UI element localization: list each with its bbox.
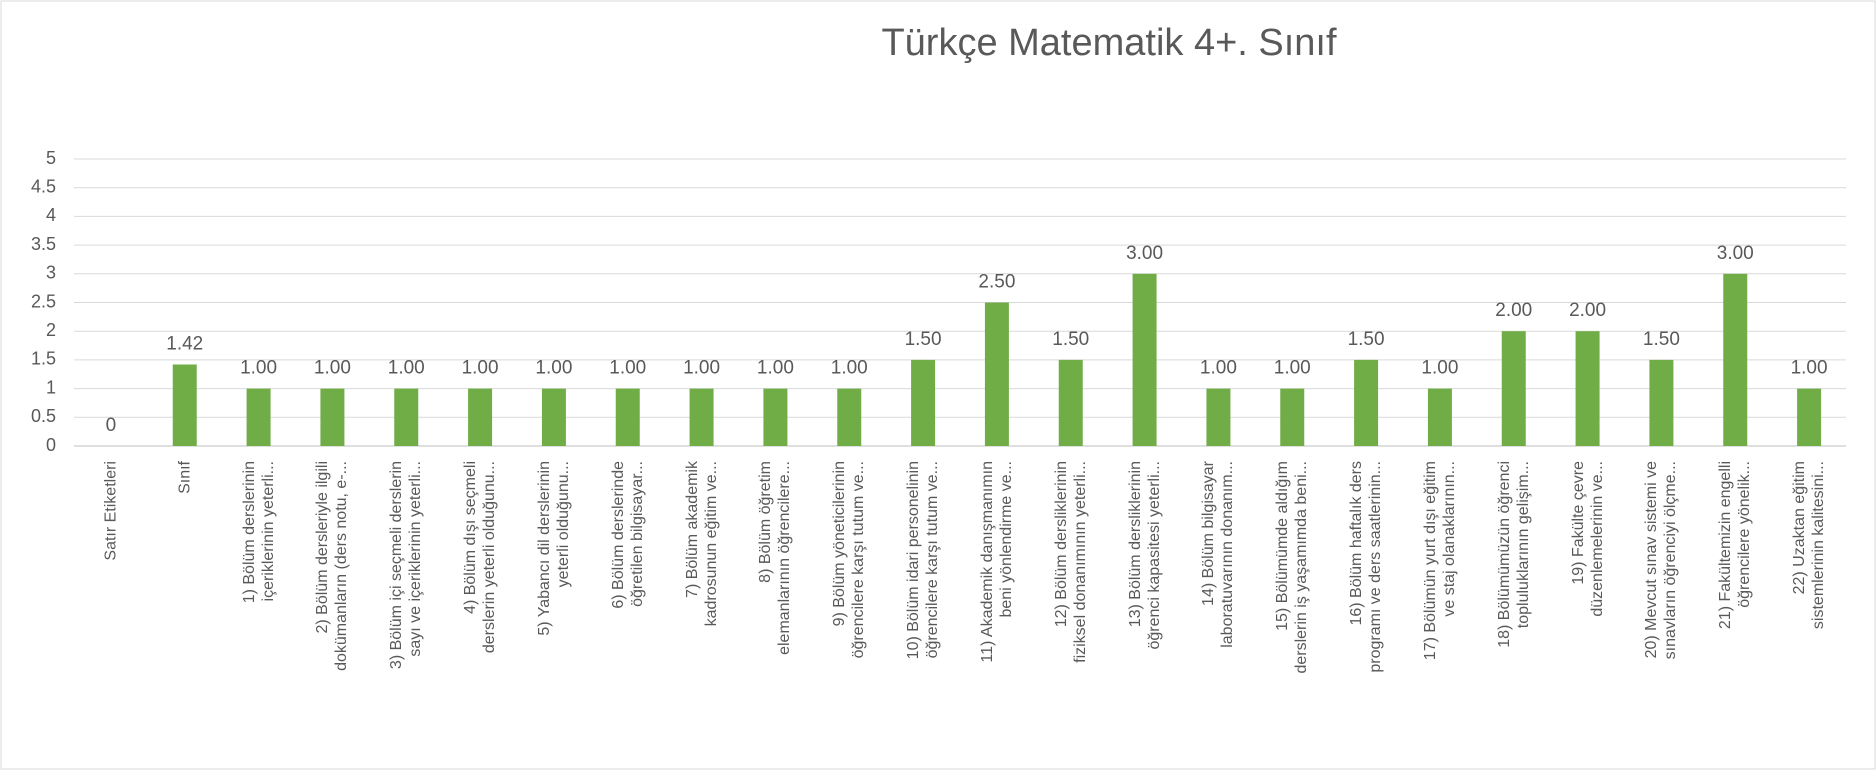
x-tick-label: 8) Bölüm öğretim elemanlarının öğrencile… [757,461,794,655]
x-tick-label: 6) Bölüm derslerinde öğretilen bilgisaya… [609,461,646,609]
x-tick-label: 3) Bölüm içi seçmeli derslerin sayı ve i… [388,461,425,670]
value-label: 1.00 [757,358,794,379]
x-tick-label: 19) Fakülte çevre düzenlemelerinin ve... [1569,461,1606,617]
x-tick-label: Sınıf [176,461,194,494]
chart-title: Türkçe Matematik 4+. Sınıf [881,22,1337,64]
bar [689,388,714,446]
bar [1501,331,1526,446]
value-label: 3.00 [1126,243,1163,264]
bar [1723,273,1748,446]
x-tick-label: 4) Bölüm dışı seçmeli derslerin yeterli … [462,461,499,654]
value-label: 1.00 [683,358,720,379]
y-tick-label: 0.5 [31,406,56,426]
value-label: 1.00 [462,358,499,379]
x-tick-label: 7) Bölüm akademik kadrosunun eğitim ve..… [683,461,720,627]
value-label: 1.50 [1643,329,1680,350]
x-tick-label: 13) Bölüm dersliklerinin öğrenci kapasit… [1126,461,1163,650]
x-tick-label: 15) Bölümümde aldığım derslerin iş yaşam… [1274,461,1311,674]
value-label: 1.00 [388,358,425,379]
value-label: 1.50 [1052,329,1089,350]
bar [984,302,1009,446]
value-label: 1.00 [1791,358,1828,379]
bar [320,388,345,446]
bar [1206,388,1231,446]
bar [1354,359,1379,446]
value-label: 1.00 [314,358,351,379]
bar [763,388,788,446]
bar [1058,359,1083,446]
bar [468,388,493,446]
y-tick-label: 2.5 [31,291,56,311]
value-label: 1.00 [609,358,646,379]
x-tick-label: Satır Etiketleri [102,461,120,561]
bar [615,388,640,446]
value-label: 1.00 [240,358,277,379]
bar [1649,359,1674,446]
bar [1427,388,1452,446]
bar [246,388,271,446]
y-tick-label: 5 [46,148,56,168]
bar [172,364,197,446]
x-tick-label: 18) Bölümümüzün öğrenci topluluklarının … [1495,461,1532,648]
x-tick-label: 2) Bölüm dersleriyle ilgili dokümanların… [314,461,351,671]
x-tick-label: 21) Fakültemizin engelli öğrencilere yön… [1717,461,1754,630]
y-tick-label: 0 [46,435,56,455]
y-tick-label: 4.5 [31,176,56,196]
value-label: 2.00 [1569,300,1606,321]
x-tick-label: 20) Mevcut sınav sistemi ve sınavların ö… [1643,461,1680,660]
y-tick-label: 1.5 [31,349,56,369]
bar [911,359,936,446]
value-label: 3.00 [1717,243,1754,264]
x-tick-label: 22) Uzaktan eğitim sistemlerinin kalites… [1791,461,1828,630]
bar [394,388,419,446]
x-tick-label: 14) Bölüm bilgisayar laboratuvarının don… [1200,461,1237,648]
bar [1575,331,1600,446]
bar [541,388,566,446]
value-label: 1.00 [831,358,868,379]
value-label: 1.42 [166,334,203,355]
value-label: 2.50 [978,272,1015,293]
x-tick-label: 5) Yabancı dil derslerinin yeterli olduğ… [535,461,572,636]
x-tick-label: 16) Bölüm haftalık ders programı ve ders… [1348,461,1385,673]
x-tick-label: 12) Bölüm dersliklerinin fiziksel donanı… [1052,461,1089,663]
x-tick-label: 17) Bölümün yurt dışı eğitim ve staj ola… [1421,461,1458,661]
y-tick-label: 3 [46,263,56,283]
bar [837,388,862,446]
bar [1797,388,1822,446]
value-label: 2.00 [1495,300,1532,321]
y-tick-label: 3.5 [31,234,56,254]
value-label: 1.00 [1274,358,1311,379]
bar [1280,388,1305,446]
value-label: 1.00 [1421,358,1458,379]
x-tick-label: 10) Bölüm idari personelinin öğrencilere… [905,461,942,660]
value-label: 1.50 [905,329,942,350]
bar [1132,273,1157,446]
value-label: 1.00 [1200,358,1237,379]
y-tick-label: 2 [46,320,56,340]
x-tick-label: 9) Bölüm yöneticilerinin öğrencilere kar… [831,461,868,659]
x-tick-label: 11) Akademik danışmanımın beni yönlendir… [978,461,1015,663]
value-label: 1.00 [535,358,572,379]
y-tick-label: 4 [46,205,56,225]
value-label: 0 [106,415,117,436]
y-tick-label: 1 [46,377,56,397]
x-tick-label: 1) Bölüm derslerinin içeriklerinin yeter… [240,461,277,604]
value-label: 1.50 [1348,329,1385,350]
